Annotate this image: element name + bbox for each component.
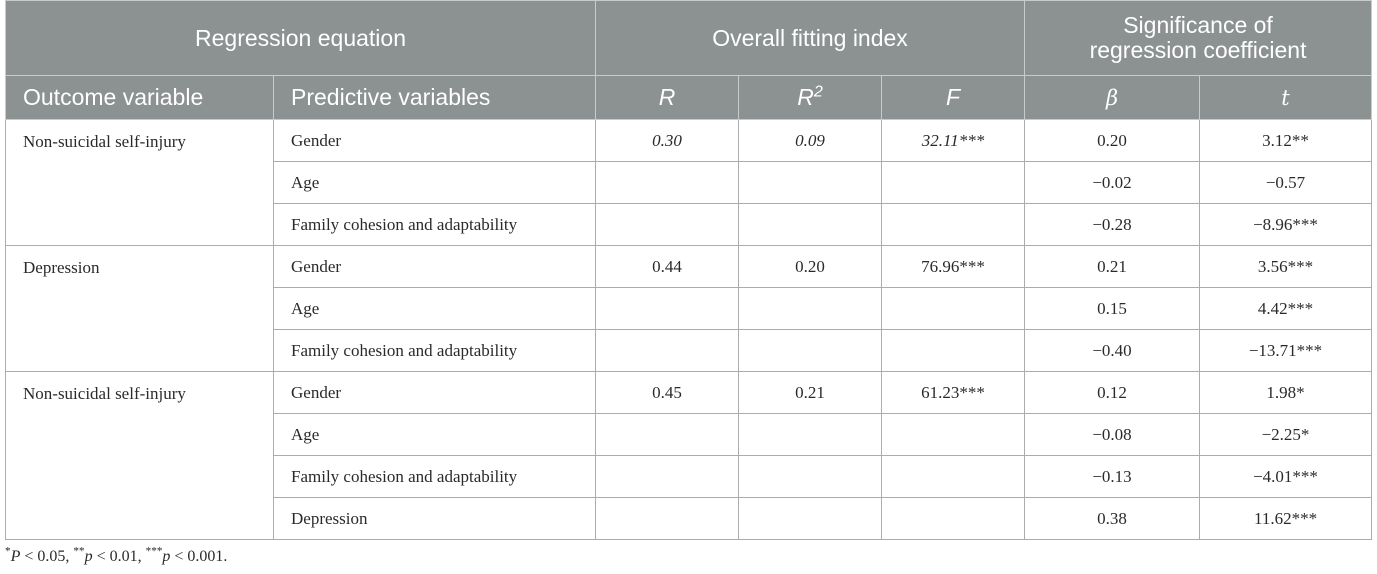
beta-cell: 0.20: [1024, 119, 1201, 162]
t-cell: 3.56***: [1199, 245, 1373, 288]
predictor-cell: Age: [272, 287, 597, 330]
regression-table-container: Regression equation Overall fitting inde…: [4, 0, 1373, 540]
beta-cell: 0.21: [1024, 245, 1201, 288]
footnote-value-3: < 0.001.: [170, 548, 228, 565]
header-r: R: [595, 75, 740, 120]
r-cell: [595, 413, 740, 456]
beta-cell: −0.02: [1024, 161, 1201, 204]
footnote-symbol-3: ***: [145, 545, 163, 558]
header-row-columns: Outcome variable Predictive variables R …: [5, 75, 1373, 120]
predictor-cell: Age: [272, 413, 597, 456]
predictor-cell: Family cohesion and adaptability: [272, 203, 597, 246]
r2-cell: 0.20: [738, 245, 883, 288]
predictor-cell: Gender: [272, 119, 597, 162]
predictor-cell: Family cohesion and adaptability: [272, 329, 597, 372]
footnote-p-3: p: [162, 548, 171, 565]
predictor-cell: Family cohesion and adaptability: [272, 455, 597, 498]
table-row: Age 0.15 4.42***: [6, 287, 1373, 330]
r-cell: [595, 497, 740, 540]
table-row: Age −0.08 −2.25*: [6, 413, 1373, 456]
r2-cell: 0.09: [738, 119, 883, 162]
r-cell: 0.30: [595, 119, 740, 162]
r-cell: [595, 455, 740, 498]
beta-cell: 0.38: [1024, 497, 1201, 540]
r2-cell: [738, 161, 883, 204]
outcome-cell: Non-suicidal self-injury: [5, 119, 274, 246]
f-cell: [881, 497, 1026, 540]
header-significance-line2: regression coefficient: [1089, 37, 1307, 63]
header-beta: β: [1024, 75, 1201, 120]
beta-cell: 0.15: [1024, 287, 1201, 330]
f-cell: 32.11***: [881, 119, 1026, 162]
r-cell: [595, 329, 740, 372]
table-row: Non-suicidal self-injury Gender 0.30 0.0…: [5, 119, 1373, 246]
predictor-cell: Age: [272, 161, 597, 204]
t-cell: −13.71***: [1199, 329, 1373, 372]
header-r-squared-base: R: [797, 84, 814, 110]
t-cell: −0.57: [1199, 161, 1373, 204]
f-cell: [881, 287, 1026, 330]
f-cell: [881, 203, 1026, 246]
f-cell: 61.23***: [881, 371, 1026, 414]
r2-cell: 0.21: [738, 371, 883, 414]
table-row: Depression 0.38 11.62***: [6, 497, 1373, 540]
predictor-cell: Gender: [272, 245, 597, 288]
predictor-cell: Depression: [272, 497, 597, 540]
r-cell: [595, 203, 740, 246]
predictor-cell: Gender: [272, 371, 597, 414]
r-cell: 0.45: [595, 371, 740, 414]
r-cell: 0.44: [595, 245, 740, 288]
t-cell: 1.98*: [1199, 371, 1373, 414]
footnote-p-1: P: [10, 548, 21, 565]
header-predictive-variables: Predictive variables: [272, 75, 597, 120]
t-cell: −8.96***: [1199, 203, 1373, 246]
r2-cell: [738, 455, 883, 498]
footnote-value-1: < 0.05,: [20, 548, 74, 565]
beta-cell: −0.08: [1024, 413, 1201, 456]
r2-cell: [738, 203, 883, 246]
header-overall-fitting-index: Overall fitting index: [595, 0, 1026, 76]
table-row: Depression Gender 0.44 0.20 76.96*** 0.2…: [5, 245, 1373, 372]
f-cell: [881, 161, 1026, 204]
table-footnote: *P < 0.05, **p < 0.01, ***p < 0.001.: [5, 545, 228, 566]
outcome-cell: Non-suicidal self-injury: [5, 371, 274, 540]
header-outcome-variable: Outcome variable: [5, 75, 274, 120]
footnote-value-2: < 0.01,: [92, 548, 146, 565]
table-row: Non-suicidal self-injury Gender 0.45 0.2…: [5, 371, 1373, 540]
r2-cell: [738, 413, 883, 456]
beta-cell: −0.13: [1024, 455, 1201, 498]
r2-cell: [738, 497, 883, 540]
footnote-symbol-1: *: [5, 545, 11, 558]
header-significance-line1: Significance of: [1123, 12, 1273, 38]
r2-cell: [738, 329, 883, 372]
header-row-groups: Regression equation Overall fitting inde…: [4, 0, 1373, 76]
f-cell: [881, 455, 1026, 498]
r2-cell: [738, 287, 883, 330]
t-cell: −2.25*: [1199, 413, 1373, 456]
f-cell: [881, 413, 1026, 456]
r-cell: [595, 161, 740, 204]
header-regression-equation: Regression equation: [4, 0, 597, 76]
f-cell: 76.96***: [881, 245, 1026, 288]
table-row: Family cohesion and adaptability −0.40 −…: [6, 329, 1373, 372]
f-cell: [881, 329, 1026, 372]
r-cell: [595, 287, 740, 330]
regression-table: Regression equation Overall fitting inde…: [4, 0, 1373, 540]
beta-cell: −0.28: [1024, 203, 1201, 246]
t-cell: 11.62***: [1199, 497, 1373, 540]
header-t: t: [1199, 75, 1373, 120]
header-significance-coefficient: Significance of regression coefficient: [1024, 0, 1373, 76]
t-cell: 4.42***: [1199, 287, 1373, 330]
footnote-symbol-2: **: [73, 545, 85, 558]
beta-cell: −0.40: [1024, 329, 1201, 372]
table-row: Family cohesion and adaptability −0.13 −…: [6, 455, 1373, 498]
outcome-cell: Depression: [5, 245, 274, 372]
header-r-squared-sup: 2: [813, 82, 823, 101]
header-r-squared: R2: [738, 75, 883, 120]
t-cell: 3.12**: [1199, 119, 1373, 162]
t-cell: −4.01***: [1199, 455, 1373, 498]
beta-cell: 0.12: [1024, 371, 1201, 414]
footnote-p-2: p: [84, 548, 93, 565]
header-f: F: [881, 75, 1026, 120]
